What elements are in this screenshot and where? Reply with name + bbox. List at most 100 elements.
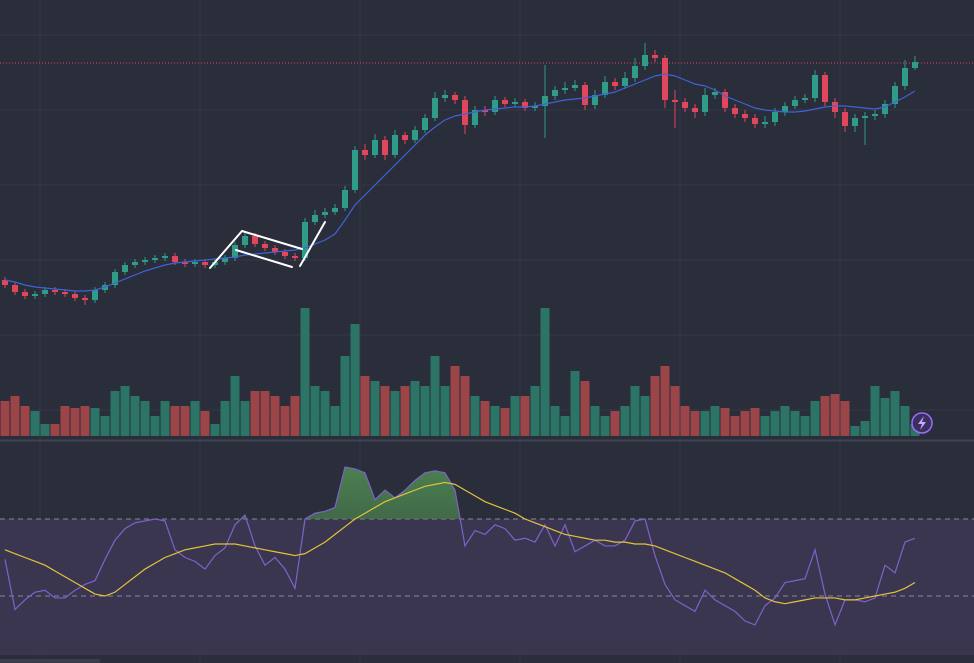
- candle-body: [472, 110, 478, 125]
- volume-bar: [830, 394, 840, 436]
- volume-bar: [510, 396, 520, 436]
- volume-bar: [180, 406, 190, 436]
- volume-bar: [890, 391, 900, 436]
- volume-bar: [230, 376, 240, 436]
- volume-bar: [630, 386, 640, 436]
- candle-body: [382, 140, 388, 155]
- volume-bar: [200, 411, 210, 436]
- volume-bar: [70, 408, 80, 436]
- candle-body: [402, 135, 408, 140]
- candle-body: [332, 208, 338, 212]
- volume-bar: [840, 401, 850, 436]
- rsi-line: [4, 466, 916, 627]
- volume-bar: [610, 411, 620, 436]
- volume-bar: [730, 416, 740, 436]
- volume-bar: [460, 376, 470, 436]
- candle-body: [12, 285, 18, 292]
- volume-bar: [410, 381, 420, 436]
- volume-bar: [420, 386, 430, 436]
- candle-body: [682, 102, 688, 108]
- volume-bar: [660, 366, 670, 436]
- volume-bar: [770, 411, 780, 436]
- candle-body: [652, 55, 658, 58]
- volume-bar: [400, 386, 410, 436]
- volume-bar: [500, 408, 510, 436]
- volume-bar: [40, 424, 50, 436]
- volume-bar: [50, 424, 60, 436]
- candle-body: [192, 262, 198, 264]
- candle-body: [392, 135, 398, 155]
- lightning-button[interactable]: [911, 412, 933, 434]
- candle-body: [632, 66, 638, 78]
- moving-average: [4, 73, 916, 292]
- volume-bar: [130, 396, 140, 436]
- candle-body: [292, 256, 298, 258]
- candle-body: [232, 245, 238, 258]
- volume-bar: [860, 421, 870, 436]
- candle-body: [362, 150, 368, 155]
- volume-bar: [430, 356, 440, 436]
- candle-body: [302, 222, 308, 258]
- volume-bar: [260, 391, 270, 436]
- candle-body: [782, 106, 788, 112]
- volume-bar: [290, 396, 300, 436]
- volume-bar: [220, 401, 230, 436]
- candle-body: [852, 118, 858, 126]
- candle-body: [372, 140, 378, 155]
- volume-bar: [10, 396, 20, 436]
- candle-body: [222, 258, 228, 262]
- candle-body: [262, 244, 268, 248]
- candle-body: [842, 112, 848, 126]
- volume-bar: [140, 401, 150, 436]
- volume-bar: [170, 406, 180, 436]
- volume-bar: [530, 386, 540, 436]
- candle-body: [612, 82, 618, 86]
- volume-bar: [550, 406, 560, 436]
- candle-body: [512, 102, 518, 104]
- candle-body: [252, 236, 258, 244]
- flag-pattern: [209, 221, 326, 269]
- candle-body: [702, 95, 708, 112]
- candle-body: [552, 90, 558, 96]
- volume-bar: [190, 401, 200, 436]
- volume-bar: [370, 381, 380, 436]
- candle-body: [92, 290, 98, 300]
- candle-body: [542, 96, 548, 106]
- candle-body: [322, 212, 328, 215]
- candle-body: [62, 292, 68, 294]
- volume-bar: [490, 406, 500, 436]
- rsi-ma-line: [4, 481, 916, 605]
- candle-body: [422, 118, 428, 130]
- volume-bar: [650, 376, 660, 436]
- volume-bar: [760, 416, 770, 436]
- candle-body: [152, 258, 158, 260]
- volume-bar: [210, 424, 220, 436]
- candle-body: [622, 78, 628, 86]
- volume-bar: [740, 411, 750, 436]
- volume-bar: [620, 406, 630, 436]
- volume-bar: [720, 408, 730, 436]
- candle-body: [282, 252, 288, 256]
- volume-bar: [240, 401, 250, 436]
- volume-bar: [790, 411, 800, 436]
- candle-body: [742, 114, 748, 118]
- candle-body: [132, 262, 138, 265]
- volume-bar: [350, 324, 360, 436]
- candle-body: [772, 112, 778, 122]
- candle-body: [202, 262, 208, 265]
- volume-bar: [360, 376, 370, 436]
- volume-bar: [150, 416, 160, 436]
- candle-body: [712, 92, 718, 95]
- candle-body: [532, 106, 538, 108]
- candle-body: [672, 100, 678, 102]
- candle-body: [342, 190, 348, 208]
- volume-bar: [470, 396, 480, 436]
- volume-bar: [320, 391, 330, 436]
- volume-bar: [690, 411, 700, 436]
- volume-bar: [90, 408, 100, 436]
- candle-body: [432, 98, 438, 118]
- candle-body: [582, 85, 588, 105]
- candle-body: [912, 62, 918, 68]
- volume-bar: [780, 406, 790, 436]
- volume-bar: [800, 416, 810, 436]
